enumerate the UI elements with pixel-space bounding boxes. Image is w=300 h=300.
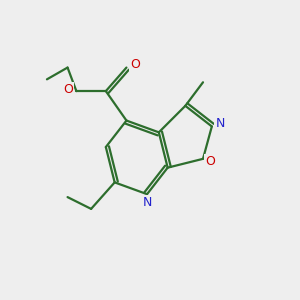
Text: N: N: [142, 196, 152, 209]
Text: O: O: [206, 155, 215, 168]
Text: O: O: [63, 83, 73, 96]
Text: O: O: [130, 58, 140, 71]
Text: N: N: [215, 117, 225, 130]
